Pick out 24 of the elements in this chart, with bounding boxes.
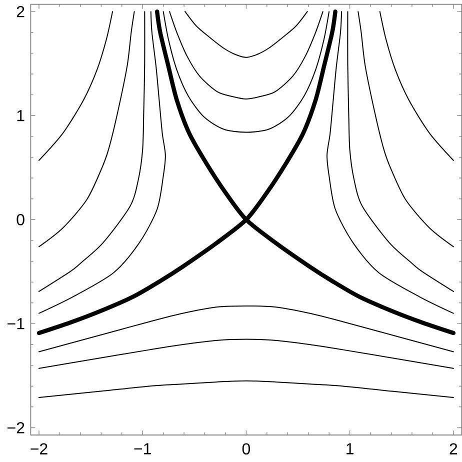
x-tick-label: 1 — [346, 443, 354, 454]
line-series — [162, 11, 330, 133]
y-tick-label: 1 — [17, 110, 24, 122]
line-series — [38, 380, 454, 398]
line-series — [326, 11, 454, 314]
line-series — [184, 11, 308, 58]
line-series — [38, 305, 454, 352]
line-series — [38, 11, 166, 314]
line-series — [38, 338, 454, 369]
x-tick-label: −2 — [30, 443, 48, 454]
y-tick-label: 0 — [16, 214, 24, 226]
line-series — [38, 11, 135, 248]
y-tick-label: −2 — [8, 422, 24, 434]
line-series — [38, 11, 114, 161]
line-series — [169, 11, 324, 100]
y-tick-label: −1 — [8, 318, 24, 330]
x-tick-label: 0 — [242, 443, 250, 455]
line-series — [379, 11, 454, 161]
line-series — [347, 11, 454, 292]
line-series — [38, 11, 146, 292]
y-tick-label: 2 — [16, 6, 24, 18]
x-tick-label: 2 — [450, 443, 458, 454]
x-tick-label: −1 — [134, 443, 151, 454]
line-series — [358, 11, 454, 248]
